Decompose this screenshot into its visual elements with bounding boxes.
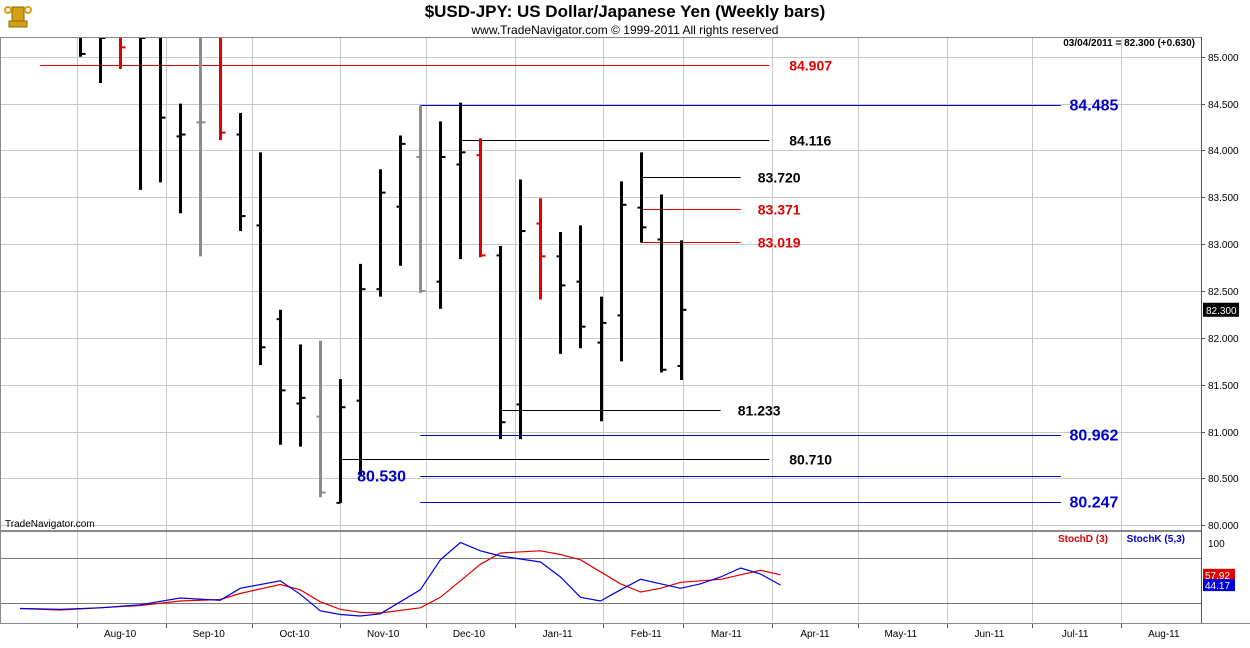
- last-price-label: 82.300: [1206, 306, 1237, 317]
- x-tick-label: Oct-10: [280, 629, 310, 640]
- stoch-legend-label: StochK (5,3): [1127, 534, 1185, 545]
- stoch-panel-frame: [0, 531, 1202, 624]
- level-label: 84.907: [789, 58, 832, 74]
- x-tick-label: May-11: [884, 629, 917, 640]
- y-tick-label: 81.000: [1208, 428, 1239, 439]
- y-tick-label: 82.500: [1208, 287, 1239, 298]
- level-label: 80.247: [1069, 495, 1118, 512]
- level-label: 80.530: [357, 469, 406, 486]
- y-tick-label: 80.500: [1208, 474, 1239, 485]
- stoch-layer: [19, 541, 781, 617]
- bars-layer: [79, 38, 687, 504]
- x-tick-label: Nov-10: [367, 629, 400, 640]
- y-tick-label: 83.000: [1208, 240, 1239, 251]
- y-tick-label: 84.000: [1208, 146, 1239, 157]
- y-tick-label: 83.500: [1208, 193, 1239, 204]
- stoch-value-badge: [1203, 568, 1235, 581]
- y-tick-label: 84.500: [1208, 100, 1239, 111]
- last-quote: 03/04/2011 = 82.300 (+0.630): [1063, 38, 1195, 49]
- stoch-legend-label: StochD (3): [1058, 534, 1108, 545]
- axes-layer: [0, 37, 1250, 624]
- logo-icon: [4, 6, 32, 28]
- level-label: 83.720: [758, 170, 801, 186]
- y-tick-label: 81.500: [1208, 381, 1239, 392]
- level-label: 81.233: [738, 403, 781, 419]
- level-label: 84.116: [789, 133, 831, 149]
- watermark: TradeNavigator.com: [5, 519, 95, 530]
- x-tick-label: Aug-11: [1148, 629, 1180, 640]
- last-price-badge: [1203, 302, 1239, 317]
- x-tick-label: Sep-10: [193, 629, 226, 640]
- x-tick-label: Dec-10: [453, 629, 486, 640]
- x-tick-label: Jun-11: [974, 629, 1004, 640]
- level-label: 83.019: [758, 235, 801, 251]
- y-tick-label: 80.000: [1208, 521, 1239, 532]
- x-tick-label: Feb-11: [631, 629, 662, 640]
- y-tick-label: 85.000: [1208, 53, 1239, 64]
- stoch-y-tick-label: 100: [1208, 539, 1225, 550]
- levels-layer: [40, 65, 1061, 503]
- level-label: 80.710: [789, 452, 832, 468]
- level-label: 83.371: [758, 202, 801, 218]
- x-tick-label: Jan-11: [543, 629, 573, 640]
- x-tick-label: Mar-11: [711, 629, 742, 640]
- x-tick-label: Aug-10: [104, 629, 137, 640]
- stoch-line: [19, 541, 781, 617]
- stoch-value-badge: [1203, 579, 1235, 592]
- stoch-value-label: 44.17: [1205, 581, 1230, 592]
- x-tick-label: Jul-11: [1062, 629, 1089, 640]
- level-label: 80.962: [1069, 428, 1118, 445]
- labels-layer: Aug-10 Sep-10 Oct-10 Nov-10 Dec-10 Jan-11 Feb-…: [104, 53, 1239, 640]
- y-tick-label: 82.000: [1208, 334, 1239, 345]
- level-label: 84.485: [1069, 98, 1118, 115]
- stoch-value-label: 57.92: [1205, 571, 1230, 582]
- x-tick-label: Apr-11: [800, 629, 830, 640]
- stoch-line: [19, 550, 781, 614]
- chart-title: $USD-JPY: US Dollar/Japanese Yen (Weekly…: [425, 2, 826, 21]
- chart-subtitle: www.TradeNavigator.com © 1999-2011 All r…: [471, 23, 779, 37]
- grid-layer: [0, 38, 1205, 628]
